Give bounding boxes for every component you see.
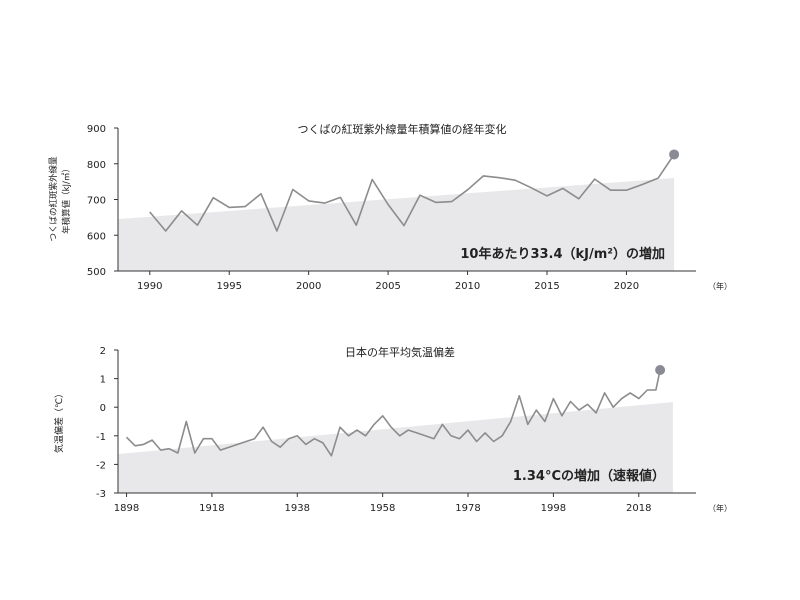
y-tick-label: 700 — [87, 196, 106, 207]
y-axis-label-line1: つくばの紅斑紫外線量 — [48, 156, 59, 242]
y-tick-label: 800 — [87, 160, 106, 171]
y-tick-label: -1 — [96, 432, 106, 443]
trend-band — [118, 402, 673, 493]
x-tick-label: 1918 — [199, 503, 224, 514]
chart-title: 日本の年平均気温偏差 — [345, 345, 455, 359]
x-axis-unit: （年） — [708, 281, 732, 291]
trend-band — [118, 178, 675, 271]
latest-value-marker — [655, 365, 666, 376]
x-tick-label: 1898 — [114, 503, 139, 514]
x-tick-label: 2010 — [455, 281, 480, 292]
y-axis-label: 気温偏差（℃） — [53, 389, 65, 453]
latest-value-marker — [669, 149, 680, 160]
y-tick-label: 900 — [87, 124, 106, 135]
y-tick-label: -2 — [96, 460, 106, 471]
y-tick-label: 600 — [87, 231, 106, 242]
x-tick-label: 2000 — [296, 281, 321, 292]
x-tick-label: 1978 — [455, 503, 480, 514]
x-tick-label: 1998 — [541, 503, 566, 514]
x-tick-label: 1995 — [216, 281, 241, 292]
y-tick-label: 1 — [100, 375, 106, 386]
x-tick-label: 1990 — [137, 281, 162, 292]
y-tick-label: 500 — [87, 267, 106, 278]
trend-annotation: 1.34°Cの増加（速報値） — [513, 468, 665, 484]
chart-1: 900 800 700 600 500 1990 1995 2000 2005 2010 2015 2… — [48, 122, 732, 292]
series-line — [149, 154, 675, 232]
x-axis-unit: （年） — [708, 503, 732, 513]
y-tick-label: -3 — [96, 489, 106, 500]
x-tick-label: 2005 — [375, 281, 400, 292]
chart-2: 2 1 0 -1 -2 -3 1898 1918 1938 1958 1978 1998 2018 （年）… — [53, 345, 732, 514]
x-tick-label: 1938 — [285, 503, 310, 514]
y-axis-label-line2: 年積算値（kJ/㎡） — [61, 164, 72, 234]
y-tick-label: 2 — [100, 346, 106, 357]
x-tick-label: 2020 — [614, 281, 639, 292]
series-line — [125, 369, 661, 457]
x-tick-label: 1958 — [370, 503, 395, 514]
chart-title: つくばの紅斑紫外線量年積算値の経年変化 — [298, 122, 507, 136]
y-tick-label: 0 — [100, 403, 106, 414]
x-tick-label: 2018 — [626, 503, 651, 514]
x-tick-label: 2015 — [534, 281, 559, 292]
trend-annotation: 10年あたり33.4（kJ/m²）の増加 — [460, 246, 665, 262]
